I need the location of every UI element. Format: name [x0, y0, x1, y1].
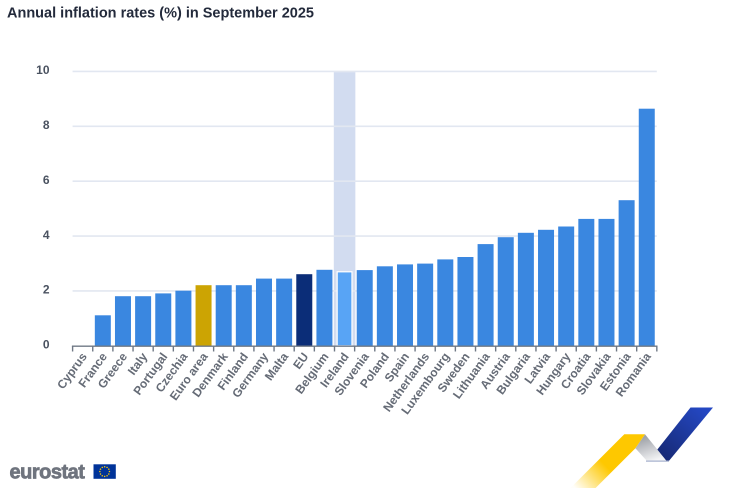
svg-text:0: 0	[43, 338, 50, 352]
svg-text:8: 8	[43, 118, 50, 132]
svg-text:2: 2	[43, 283, 50, 297]
svg-text:10: 10	[36, 63, 50, 77]
svg-text:4: 4	[43, 228, 50, 242]
svg-text:eurostat: eurostat	[10, 462, 86, 484]
svg-text:Annual inflation rates (%) in: Annual inflation rates (%) in September …	[7, 6, 314, 22]
svg-text:6: 6	[43, 173, 50, 187]
